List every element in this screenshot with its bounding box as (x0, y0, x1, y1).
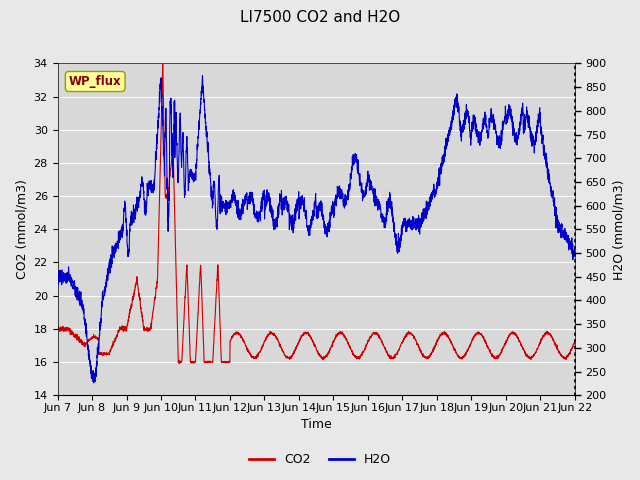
X-axis label: Time: Time (301, 419, 332, 432)
Legend: CO2, H2O: CO2, H2O (244, 448, 396, 471)
Y-axis label: H2O (mmol/m3): H2O (mmol/m3) (612, 179, 625, 279)
Text: WP_flux: WP_flux (69, 75, 122, 88)
Y-axis label: CO2 (mmol/m3): CO2 (mmol/m3) (15, 180, 28, 279)
Text: LI7500 CO2 and H2O: LI7500 CO2 and H2O (240, 10, 400, 24)
